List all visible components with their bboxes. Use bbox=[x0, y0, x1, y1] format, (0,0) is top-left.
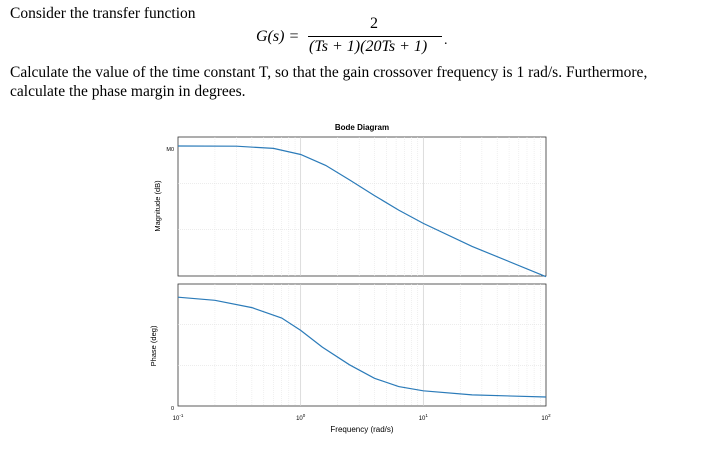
magnitude-axis-label-group: Magnitude (dB) bbox=[153, 180, 162, 232]
x-tick-label: 100 bbox=[296, 413, 306, 422]
chart-title: Bode Diagram bbox=[335, 123, 389, 132]
magnitude-y-tick-label: M0 bbox=[166, 147, 174, 153]
problem-intro: Consider the transfer function bbox=[10, 5, 196, 22]
equation-period: . bbox=[444, 33, 448, 48]
equation-numerator: 2 bbox=[370, 15, 378, 32]
phase-y-tick-label: 0 bbox=[171, 406, 174, 412]
phase-axis-label: Phase (deg) bbox=[149, 325, 158, 366]
equation-lhs: G(s) = bbox=[256, 28, 300, 45]
question-line-2: calculate the phase margin in degrees. bbox=[10, 83, 246, 100]
fraction-bar bbox=[308, 36, 442, 37]
x-axis-label: Frequency (rad/s) bbox=[330, 425, 393, 434]
magnitude-axis-label: Magnitude (dB) bbox=[153, 180, 162, 232]
magnitude-frame bbox=[177, 136, 547, 277]
equation-denominator: (Ts + 1)(20Ts + 1) bbox=[309, 38, 428, 55]
plot-layer: M0 010-1 100 101 102 bbox=[166, 136, 551, 422]
magnitude-curve bbox=[177, 145, 547, 278]
question-line-1: Calculate the value of the time constant… bbox=[10, 64, 648, 81]
x-tick-label: 101 bbox=[419, 413, 429, 422]
phase-axis-label-group: Phase (deg) bbox=[149, 325, 158, 366]
phase-curve bbox=[177, 296, 547, 398]
x-tick-label: 102 bbox=[541, 413, 551, 422]
phase-frame bbox=[177, 283, 547, 407]
x-tick-label: 10-1 bbox=[173, 413, 184, 422]
